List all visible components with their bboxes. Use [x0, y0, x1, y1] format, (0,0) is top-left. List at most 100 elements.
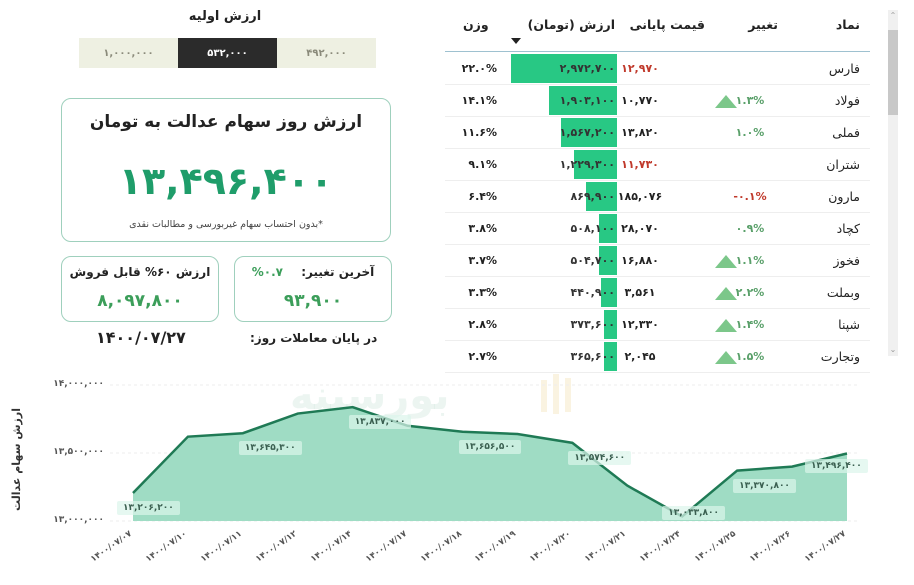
data-point-label: ۱۳,۶۵۶,۵۰۰: [458, 439, 522, 454]
data-point-label: ۱۳,۴۹۶,۴۰۰: [805, 459, 868, 474]
row-value: ۳۶۵,۶۰۰: [570, 350, 615, 363]
last-change-card: آخرین تغییر: ۰.۷% ۹۳,۹۰۰: [234, 256, 392, 322]
up-triangle-icon: [715, 255, 737, 268]
row-change: -۰.۱%: [733, 190, 767, 203]
up-triangle-icon: [715, 287, 737, 300]
data-point-label: ۱۳,۲۰۶,۲۰۰: [117, 501, 180, 515]
initial-value-option-532000[interactable]: ۵۳۲,۰۰۰: [178, 38, 277, 68]
row-symbol[interactable]: وبملت: [826, 285, 860, 300]
sellable-value-title: ارزش ۶۰% قابل فروش: [69, 265, 211, 279]
row-value-bar: [511, 54, 617, 83]
scroll-down-icon[interactable]: ⌄: [889, 345, 897, 354]
row-symbol[interactable]: مارون: [828, 189, 860, 204]
row-close-price: ۱۲,۳۳۰: [621, 318, 659, 331]
daily-value-note: *بدون احتساب سهام غیربورسی و مطالبات نقد…: [129, 219, 323, 230]
data-point-label: ۱۳,۸۳۷,۰۰۰: [348, 415, 412, 430]
row-weight: ۶.۴%: [468, 190, 497, 203]
header-value[interactable]: ارزش (تومان): [527, 17, 615, 32]
end-of-day-label: در پایان معاملات روز:: [250, 331, 378, 345]
daily-value-card: ارزش روز سهام عدالت به تومان ۱۳,۴۹۶,۴۰۰ …: [61, 98, 391, 242]
value-history-chart: بورسینه ارزش سهام عدالت ۱۴,۰۰۰,۰۰۰ ۱۳,۵۰…: [0, 365, 914, 585]
scroll-up-icon[interactable]: ⌃: [889, 11, 897, 20]
row-weight: ۱۴.۱%: [461, 94, 497, 107]
table-row[interactable]: مارون -۰.۱% ۱۸۵,۰۷۶ ۸۶۹,۹۰۰ ۶.۴%: [445, 181, 870, 213]
row-value-bar: [599, 246, 617, 275]
row-weight: ۳.۸%: [468, 222, 497, 235]
row-change: ۱.۴%: [735, 318, 765, 331]
y-tick-14m: ۱۴,۰۰۰,۰۰۰: [53, 379, 104, 389]
initial-value-title: ارزش اولیه: [188, 9, 262, 24]
header-weight[interactable]: وزن: [463, 17, 489, 32]
header-symbol[interactable]: نماد: [835, 17, 860, 32]
row-weight: ۱۱.۶%: [461, 126, 497, 139]
row-close-price: ۲,۰۴۵: [624, 350, 656, 363]
row-change: ۲.۲%: [735, 286, 765, 299]
row-close-price: ۳,۵۶۱: [624, 286, 656, 299]
row-value-bar: [574, 150, 617, 179]
row-close-price: ۱۱,۷۳۰: [621, 158, 659, 171]
daily-value-title: ارزش روز سهام عدالت به تومان: [89, 112, 363, 132]
last-change-percent: ۰.۷%: [251, 265, 283, 279]
table-row[interactable]: شتران ۱۱,۷۳۰ ۱,۲۲۹,۳۰۰ ۹.۱%: [445, 149, 870, 181]
table-scrollbar[interactable]: ⌃ ⌄: [888, 10, 898, 356]
row-symbol[interactable]: فملی: [832, 125, 860, 140]
table-row[interactable]: فملی ۱.۰% ۱۳,۸۲۰ ۱,۵۶۷,۲۰۰ ۱۱.۶%: [445, 117, 870, 149]
sellable-value-amount: ۸,۰۹۷,۸۰۰: [97, 291, 183, 311]
row-value: ۵۰۴,۷۰۰: [570, 254, 615, 267]
row-value: ۳۷۳,۶۰۰: [570, 318, 615, 331]
row-symbol[interactable]: شتران: [826, 157, 860, 172]
row-value: ۱,۲۲۹,۳۰۰: [559, 158, 615, 171]
row-value: ۲,۹۷۲,۷۰۰: [559, 62, 615, 75]
up-triangle-icon: [715, 95, 737, 108]
row-value-bar: [604, 310, 617, 339]
row-symbol[interactable]: فارس: [828, 61, 860, 76]
row-change: ۱.۰%: [735, 126, 765, 139]
scroll-thumb[interactable]: [888, 30, 898, 115]
daily-value-amount: ۱۳,۴۹۶,۴۰۰: [118, 159, 334, 203]
row-close-price: ۱۰,۷۷۰: [621, 94, 659, 107]
row-value-bar: [601, 278, 617, 307]
data-point-label: ۱۳,۶۴۵,۳۰۰: [238, 441, 302, 456]
end-of-day-date: ۱۴۰۰/۰۷/۲۷: [96, 328, 186, 347]
row-close-price: ۱۳,۸۲۰: [621, 126, 659, 139]
initial-value-option-492000[interactable]: ۴۹۲,۰۰۰: [277, 38, 376, 68]
table-row[interactable]: فارس ۱۲,۹۷۰ ۲,۹۷۲,۷۰۰ ۲۲.۰%: [445, 53, 870, 85]
y-tick-13-5m: ۱۳,۵۰۰,۰۰۰: [53, 447, 104, 457]
row-value: ۸۶۹,۹۰۰: [570, 190, 615, 203]
row-symbol[interactable]: وتجارت: [820, 349, 860, 364]
row-close-price: ۱۸۵,۰۷۶: [617, 190, 663, 203]
row-weight: ۲.۷%: [468, 350, 497, 363]
table-row[interactable]: وتجارت ۱.۵% ۲,۰۴۵ ۳۶۵,۶۰۰ ۲.۷%: [445, 341, 870, 373]
up-triangle-icon: [715, 319, 737, 332]
table-row[interactable]: کچاد ۰.۹% ۲۸,۰۷۰ ۵۰۸,۱۰۰ ۳.۸%: [445, 213, 870, 245]
row-weight: ۲.۸%: [468, 318, 497, 331]
sort-desc-icon: [511, 38, 521, 44]
row-symbol[interactable]: فخوز: [833, 253, 860, 268]
table-row[interactable]: شپنا ۱.۴% ۱۲,۳۳۰ ۳۷۳,۶۰۰ ۲.۸%: [445, 309, 870, 341]
row-symbol[interactable]: شپنا: [838, 317, 860, 332]
row-symbol[interactable]: فولاد: [834, 93, 860, 108]
last-change-label: آخرین تغییر:: [301, 265, 375, 279]
data-point-label: ۱۳,۳۷۰,۸۰۰: [733, 478, 796, 493]
chart-plot: [110, 384, 860, 522]
table-header: نماد تغییر قیمت پایانی ارزش (تومان) وزن: [445, 8, 870, 52]
chart-line: [132, 405, 848, 518]
header-close-price[interactable]: قیمت پایانی: [629, 17, 705, 32]
row-change: ۱.۱%: [735, 254, 765, 267]
data-point-label: ۱۳,۰۳۳,۸۰۰: [662, 506, 726, 520]
table-row[interactable]: فخوز ۱.۱% ۱۶,۸۸۰ ۵۰۴,۷۰۰ ۳.۷%: [445, 245, 870, 277]
table-row[interactable]: وبملت ۲.۲% ۳,۵۶۱ ۴۴۰,۹۰۰ ۳.۳%: [445, 277, 870, 309]
row-weight: ۳.۳%: [468, 286, 497, 299]
row-value: ۱,۹۰۳,۱۰۰: [559, 94, 615, 107]
row-close-price: ۱۲,۹۷۰: [621, 62, 659, 75]
row-symbol[interactable]: کچاد: [836, 221, 860, 236]
row-value: ۵۰۸,۱۰۰: [570, 222, 615, 235]
row-change: ۱.۵%: [735, 350, 765, 363]
up-triangle-icon: [715, 351, 737, 364]
initial-value-option-1000000[interactable]: ۱,۰۰۰,۰۰۰: [79, 38, 178, 68]
row-value-bar: [604, 342, 617, 371]
table-row[interactable]: فولاد ۱.۳% ۱۰,۷۷۰ ۱,۹۰۳,۱۰۰ ۱۴.۱%: [445, 85, 870, 117]
header-change[interactable]: تغییر: [748, 17, 778, 32]
row-value-bar: [549, 86, 617, 115]
row-change: [720, 149, 780, 180]
